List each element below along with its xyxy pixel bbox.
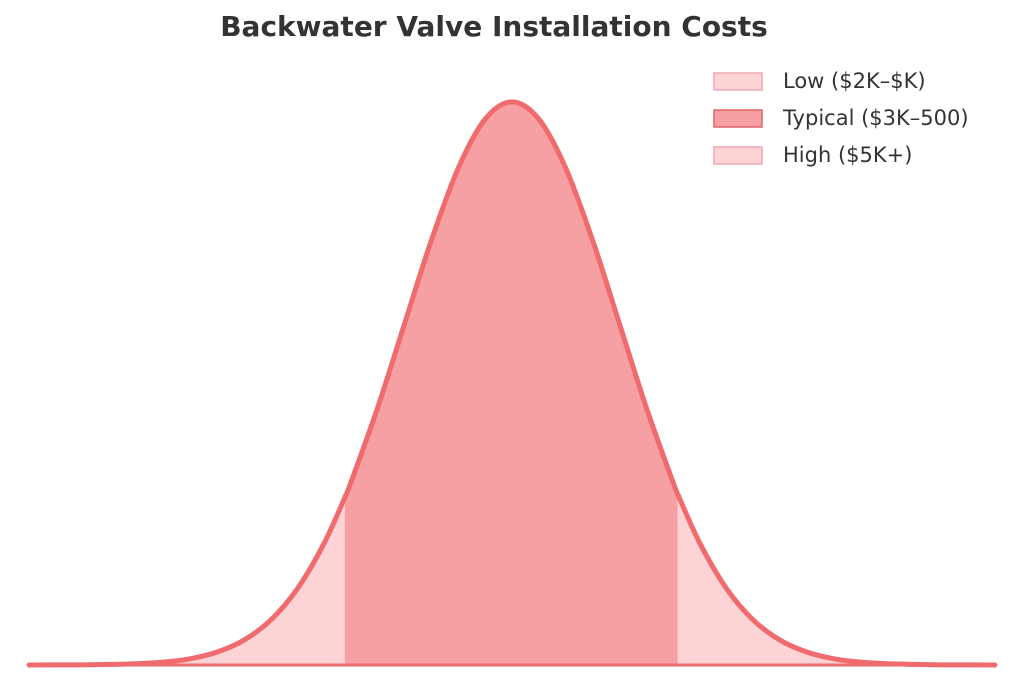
- legend: Low ($2K–$K) Typical ($3K–500) High ($5K+): [713, 69, 969, 167]
- area: [344, 101, 680, 666]
- curve-line: [343, 99, 681, 499]
- plot-area: [28, 101, 996, 666]
- legend-swatch: [713, 72, 763, 91]
- legend-label: Typical ($3K–500): [782, 106, 969, 130]
- legend-swatch: [713, 146, 763, 165]
- area: [677, 495, 996, 666]
- curve: [26, 99, 998, 668]
- chart-title: Backwater Valve Installation Costs: [220, 10, 768, 43]
- legend-label: High ($5K+): [783, 143, 912, 167]
- area: [28, 495, 347, 666]
- legend-label: Low ($2K–$K): [783, 69, 926, 93]
- legend-swatch: [713, 109, 763, 128]
